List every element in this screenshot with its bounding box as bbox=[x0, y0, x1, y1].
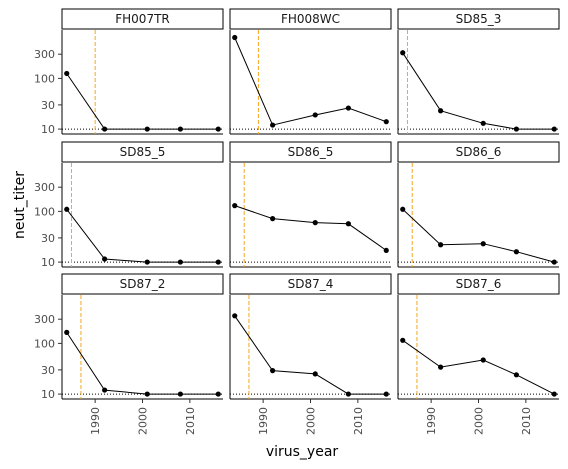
data-point-sd85-3-2008 bbox=[513, 126, 519, 132]
data-point-sd87-2-2008 bbox=[177, 391, 183, 397]
x-tick-label-sd87-4-1990: 1990 bbox=[257, 407, 270, 435]
data-point-sd87-6-2001 bbox=[480, 357, 486, 363]
data-point-fh008wc-2001 bbox=[312, 112, 318, 118]
data-point-sd87-4-1984 bbox=[232, 313, 238, 319]
y-tick-label-sd85-5-10: 10 bbox=[41, 256, 55, 269]
data-point-sd87-6-1984 bbox=[400, 337, 406, 343]
y-tick-label-sd87-2-100: 100 bbox=[34, 337, 55, 350]
strip-sd85-5 bbox=[61, 141, 224, 163]
y-tick-label-sd85-5-30: 30 bbox=[41, 232, 55, 245]
data-point-sd86-5-2016 bbox=[383, 247, 389, 254]
data-point-sd85-5-2016 bbox=[215, 259, 221, 265]
strip-fh008wc bbox=[229, 8, 392, 30]
strip-sd87-2 bbox=[61, 273, 224, 295]
y-tick-label-sd85-5-300: 300 bbox=[34, 181, 55, 194]
data-point-sd87-2-2001 bbox=[144, 391, 150, 397]
y-tick-label-fh007tr-100: 100 bbox=[34, 72, 55, 85]
x-axis-title: virus_year bbox=[266, 444, 339, 460]
data-point-sd86-5-2001 bbox=[312, 220, 318, 226]
data-point-sd85-3-1992 bbox=[438, 108, 444, 114]
y-tick-label-sd87-2-300: 300 bbox=[34, 313, 55, 326]
data-point-sd85-5-2001 bbox=[144, 259, 150, 265]
data-point-sd86-6-2001 bbox=[480, 241, 486, 247]
x-tick-label-sd87-6-1990: 1990 bbox=[425, 407, 438, 435]
data-point-sd86-6-2016 bbox=[551, 259, 557, 265]
data-point-fh008wc-1992 bbox=[270, 122, 276, 128]
y-tick-label-sd87-2-30: 30 bbox=[41, 364, 55, 377]
data-point-sd87-6-2008 bbox=[513, 372, 519, 378]
series-line-sd86-5 bbox=[234, 205, 387, 251]
x-tick-label-sd87-6-2000: 2000 bbox=[473, 407, 486, 435]
strip-label-sd86-6: SD86_6 bbox=[456, 145, 502, 159]
series-line-fh007tr bbox=[66, 73, 219, 130]
data-point-fh007tr-1984 bbox=[64, 70, 70, 77]
x-tick-label-sd87-2-2000: 2000 bbox=[137, 407, 150, 435]
data-point-sd85-3-1984 bbox=[400, 50, 406, 56]
data-point-sd87-4-2008 bbox=[345, 391, 351, 397]
data-point-sd87-4-2001 bbox=[312, 371, 318, 377]
strip-label-sd87-6: SD87_6 bbox=[456, 277, 502, 291]
x-tick-label-sd87-4-2010: 2010 bbox=[352, 407, 365, 435]
y-tick-label-fh007tr-30: 30 bbox=[41, 99, 55, 112]
series-line-sd86-6 bbox=[402, 208, 555, 263]
strip-sd86-6 bbox=[397, 141, 560, 163]
data-point-sd86-6-1992 bbox=[438, 242, 444, 248]
strip-sd86-5 bbox=[229, 141, 392, 163]
strip-label-sd86-5: SD86_5 bbox=[288, 145, 334, 159]
x-tick-label-sd87-6-2010: 2010 bbox=[520, 407, 533, 435]
x-tick-label-sd87-4-2000: 2000 bbox=[305, 407, 318, 435]
data-point-fh007tr-2016 bbox=[215, 126, 221, 132]
x-tick-label-sd87-2-2010: 2010 bbox=[184, 407, 197, 435]
strip-sd85-3 bbox=[397, 8, 560, 30]
data-point-fh008wc-1984 bbox=[232, 34, 238, 41]
series-line-sd85-5 bbox=[66, 208, 219, 263]
data-point-sd86-5-1992 bbox=[270, 216, 276, 222]
series-line-sd87-2 bbox=[66, 332, 219, 395]
data-point-sd85-5-1984 bbox=[64, 206, 70, 212]
strip-label-sd85-3: SD85_3 bbox=[456, 12, 502, 26]
strip-label-fh007tr: FH007TR bbox=[115, 12, 170, 26]
data-point-fh007tr-1992 bbox=[102, 126, 108, 132]
data-point-sd87-4-1992 bbox=[270, 368, 276, 374]
data-point-fh008wc-2008 bbox=[345, 105, 351, 111]
data-point-sd86-6-2008 bbox=[513, 249, 519, 255]
data-point-sd87-6-2016 bbox=[551, 391, 557, 397]
data-point-sd86-5-1984 bbox=[232, 203, 238, 209]
data-point-sd87-2-1992 bbox=[102, 387, 108, 393]
series-line-sd85-3 bbox=[402, 52, 555, 130]
data-point-fh008wc-2016 bbox=[383, 119, 389, 125]
series-line-sd87-4 bbox=[234, 315, 387, 395]
data-point-sd85-5-1992 bbox=[102, 256, 108, 262]
data-point-sd85-3-2016 bbox=[551, 126, 557, 132]
series-line-fh008wc bbox=[234, 37, 387, 126]
series-line-sd87-6 bbox=[402, 339, 555, 395]
strip-label-fh008wc: FH008WC bbox=[281, 12, 340, 26]
strip-sd87-4 bbox=[229, 273, 392, 295]
data-point-sd86-5-2008 bbox=[345, 221, 351, 227]
data-point-sd87-6-1992 bbox=[438, 364, 444, 370]
data-point-sd85-5-2008 bbox=[177, 259, 183, 265]
y-axis-title: neut_titer bbox=[12, 171, 28, 239]
strip-sd87-6 bbox=[397, 273, 560, 295]
data-point-sd85-3-2001 bbox=[480, 120, 486, 126]
y-tick-label-fh007tr-300: 300 bbox=[34, 48, 55, 61]
data-point-fh007tr-2001 bbox=[144, 126, 150, 132]
y-tick-label-sd87-2-10: 10 bbox=[41, 388, 55, 401]
data-point-sd87-4-2016 bbox=[383, 391, 389, 397]
data-point-fh007tr-2008 bbox=[177, 126, 183, 132]
y-tick-label-sd85-5-100: 100 bbox=[34, 205, 55, 218]
x-tick-label-sd87-2-1990: 1990 bbox=[89, 407, 102, 435]
data-point-sd87-2-2016 bbox=[215, 391, 221, 397]
data-point-sd86-6-1984 bbox=[400, 206, 406, 212]
strip-fh007tr bbox=[61, 8, 224, 30]
strip-label-sd87-2: SD87_2 bbox=[120, 277, 166, 291]
strip-label-sd87-4: SD87_4 bbox=[288, 277, 334, 291]
data-point-sd87-2-1984 bbox=[64, 329, 70, 335]
y-tick-label-fh007tr-10: 10 bbox=[41, 123, 55, 136]
strip-label-sd85-5: SD85_5 bbox=[120, 145, 166, 159]
